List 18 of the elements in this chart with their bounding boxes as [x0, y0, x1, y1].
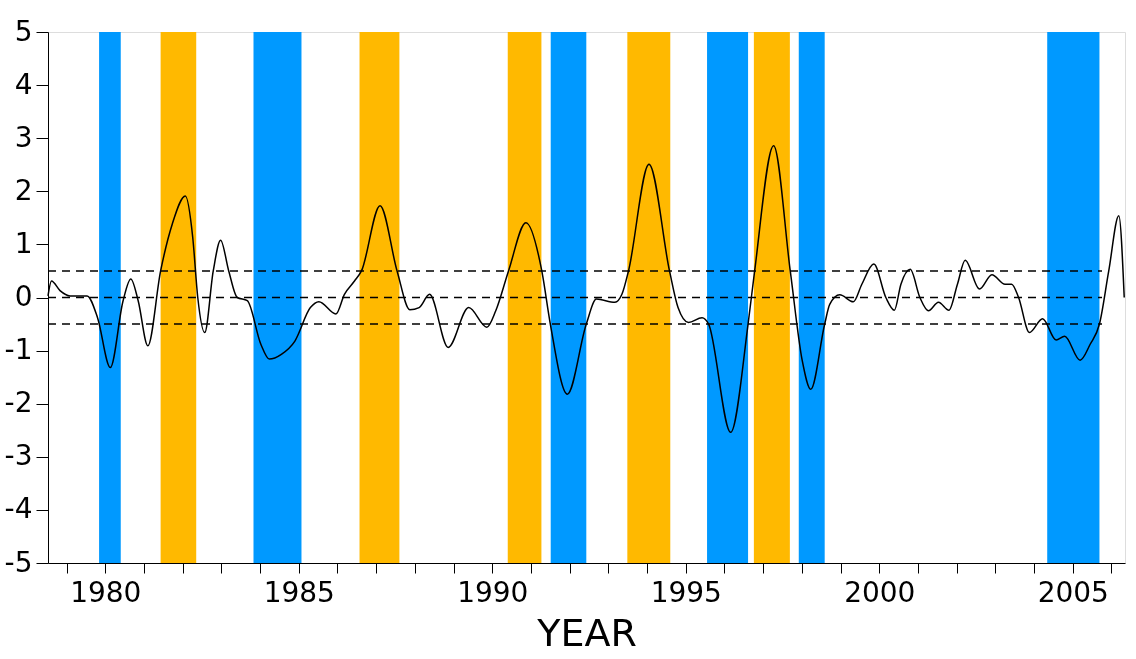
- y-tick-label: 5: [14, 14, 33, 48]
- y-tick-label: 3: [14, 120, 33, 154]
- x-axis-title: YEAR: [536, 610, 637, 655]
- y-tick-label: -5: [4, 545, 33, 579]
- x-tick-label: 2000: [844, 575, 916, 609]
- y-tick-label: 1: [14, 226, 33, 260]
- x-tick-label: 1985: [263, 575, 335, 609]
- y-tick-label: 2: [14, 173, 33, 207]
- y-tick-label: -4: [4, 492, 33, 526]
- y-tick-label: 0: [14, 280, 33, 313]
- x-tick-label: 2005: [1037, 575, 1109, 609]
- y-tick-label: -3: [4, 439, 33, 473]
- x-tick-label: 1990: [457, 575, 529, 609]
- y-tick-label: 4: [14, 67, 33, 101]
- y-tick-label: -2: [4, 386, 33, 420]
- x-tick-label: 1980: [70, 575, 142, 609]
- y-tick-label: -1: [4, 333, 33, 367]
- x-tick-label: 1995: [650, 575, 722, 609]
